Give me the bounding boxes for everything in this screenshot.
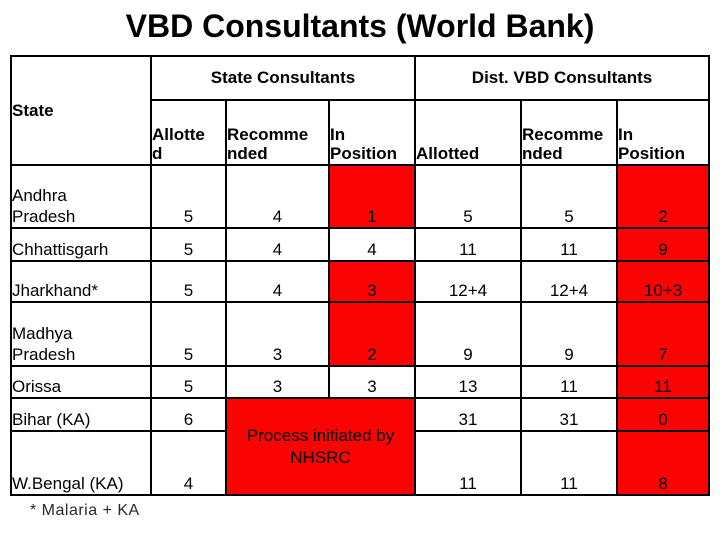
value-cell: 9 bbox=[414, 301, 522, 367]
highlight-cell: 11 bbox=[615, 365, 711, 399]
highlight-cell: 9 bbox=[615, 227, 711, 262]
highlight-cell: 8 bbox=[615, 430, 711, 496]
value-cell: 3 bbox=[225, 365, 330, 399]
value-cell: 6 bbox=[150, 397, 227, 432]
value-cell: 12+4 bbox=[414, 260, 522, 303]
value-cell: 5 bbox=[150, 227, 227, 262]
table-row-w-bengal: W.Bengal (KA) 4 11 11 8 bbox=[10, 430, 711, 496]
value-cell: 31 bbox=[414, 397, 522, 432]
table-row-chhattisgarh: Chhattisgarh 5 4 4 11 11 9 bbox=[10, 227, 711, 262]
state-name-cell: Andhra Pradesh bbox=[10, 164, 152, 229]
value-cell: 11 bbox=[520, 430, 618, 496]
column-header-dist-allotted: Allotted bbox=[414, 99, 522, 166]
highlight-cell: 2 bbox=[328, 301, 416, 367]
value-cell: 5 bbox=[414, 164, 522, 229]
footnote: * Malaria + KA bbox=[30, 502, 140, 519]
value-cell: 5 bbox=[150, 164, 227, 229]
value-cell: 3 bbox=[328, 365, 416, 399]
state-name-cell: Jharkhand* bbox=[10, 260, 152, 303]
value-cell: 11 bbox=[414, 430, 522, 496]
table-row-jharkhand: Jharkhand* 5 4 3 12+4 12+4 10+3 bbox=[10, 260, 711, 303]
value-cell: 13 bbox=[414, 365, 522, 399]
highlight-cell: 3 bbox=[328, 260, 416, 303]
column-header-sc-in-position: In Position bbox=[328, 99, 416, 166]
state-name-cell: Chhattisgarh bbox=[10, 227, 152, 262]
table-row-andhra-pradesh: Andhra Pradesh 5 4 1 5 5 2 bbox=[10, 164, 711, 229]
highlight-cell: 1 bbox=[328, 164, 416, 229]
state-name-cell: Bihar (KA) bbox=[10, 397, 152, 432]
value-cell: 12+4 bbox=[520, 260, 618, 303]
value-cell: 3 bbox=[225, 301, 330, 367]
table-row-orissa: Orissa 5 3 3 13 11 11 bbox=[10, 365, 711, 399]
value-cell: 11 bbox=[520, 365, 618, 399]
highlight-cell: 10+3 bbox=[615, 260, 711, 303]
value-cell: 4 bbox=[328, 227, 416, 262]
value-cell: 4 bbox=[225, 227, 330, 262]
table-row-bihar: Bihar (KA) 6 Process initiated by NHSRC … bbox=[10, 397, 711, 496]
value-cell: 4 bbox=[225, 260, 330, 303]
value-cell: 9 bbox=[520, 301, 618, 367]
column-header-sc-recommended: Recomme nded bbox=[225, 99, 330, 166]
value-cell: 5 bbox=[150, 365, 227, 399]
column-header-state: State bbox=[10, 55, 152, 166]
value-cell: 5 bbox=[150, 260, 227, 303]
state-name-cell: W.Bengal (KA) bbox=[10, 430, 152, 496]
column-header-dist-in-position: In Position bbox=[615, 99, 711, 166]
slide-title: VBD Consultants (World Bank) bbox=[125, 8, 595, 44]
column-header-sc-allotted: Allotte d bbox=[150, 99, 227, 166]
highlight-cell: 2 bbox=[615, 164, 711, 229]
column-header-dist-recommended: Recomme nded bbox=[520, 99, 618, 166]
group-header-row: State State Consultants Dist. VBD Consul… bbox=[10, 55, 711, 166]
process-note-cell: Process initiated by NHSRC bbox=[225, 397, 416, 496]
table-row-madhya-pradesh: Madhya Pradesh 5 3 2 9 9 7 bbox=[10, 301, 711, 367]
value-cell: 11 bbox=[414, 227, 522, 262]
group-header-dist-vbd-consultants: Dist. VBD Consultants bbox=[413, 55, 711, 101]
value-cell: 4 bbox=[150, 430, 227, 496]
value-cell: 5 bbox=[520, 164, 618, 229]
value-cell: 31 bbox=[520, 397, 618, 432]
consultants-table: State State Consultants Dist. VBD Consul… bbox=[10, 55, 711, 496]
sub-header-row: Allotte d Recomme nded In Position Allot… bbox=[11, 99, 711, 166]
value-cell: 11 bbox=[520, 227, 618, 262]
state-name-cell: Orissa bbox=[10, 365, 152, 399]
state-name-cell: Madhya Pradesh bbox=[10, 301, 152, 367]
group-header-state-consultants: State Consultants bbox=[150, 55, 416, 101]
value-cell: 5 bbox=[150, 301, 227, 367]
highlight-cell: 7 bbox=[615, 301, 711, 367]
highlight-cell: 0 bbox=[615, 397, 711, 432]
value-cell: 4 bbox=[225, 164, 330, 229]
